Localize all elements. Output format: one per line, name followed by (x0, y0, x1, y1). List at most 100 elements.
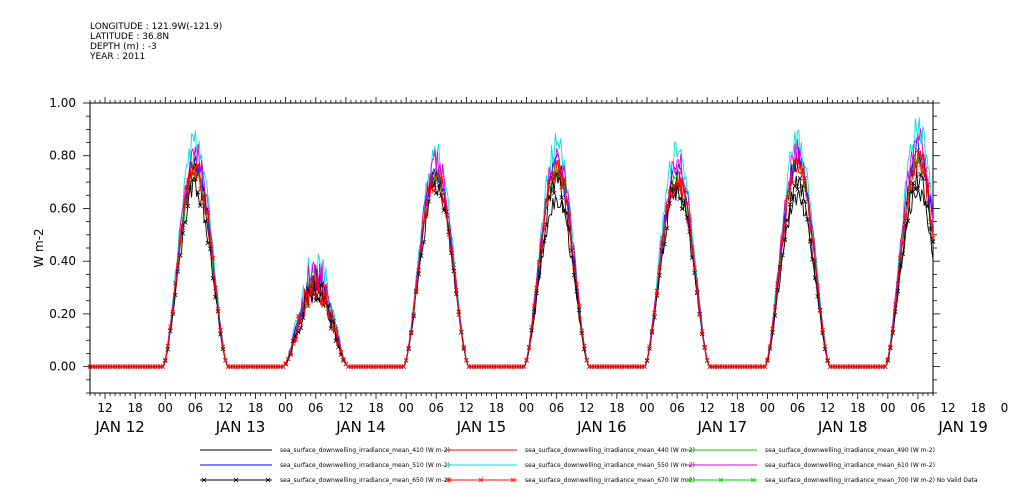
legend-label: sea_surface_downwelling_irradiance_mean_… (280, 462, 450, 469)
x-tick-label: 18 (971, 401, 986, 415)
series-marker (770, 330, 775, 335)
series-marker (534, 285, 539, 291)
series-marker (459, 330, 464, 335)
series-marker (438, 175, 444, 181)
series-marker (674, 182, 680, 187)
y-tick-label: 1.00 (49, 96, 76, 110)
y-tick-label: 0.00 (49, 360, 76, 374)
x-tick-label: 00 (880, 401, 895, 415)
legend-marker (718, 477, 724, 483)
year-text: YEAR : 2011 (90, 52, 146, 62)
series-marker (642, 364, 647, 369)
x-day-label: JAN 18 (817, 418, 868, 436)
series-marker (694, 289, 700, 295)
series-marker (918, 162, 923, 167)
series-marker (443, 205, 449, 211)
series-marker (323, 283, 329, 288)
series-marker (303, 291, 309, 296)
series-line (90, 138, 934, 368)
series-marker (795, 160, 800, 166)
series-marker (183, 195, 188, 201)
series-marker (913, 187, 918, 192)
series-marker (213, 285, 218, 291)
series-marker (782, 237, 788, 242)
series-marker (785, 194, 790, 200)
series-marker (549, 186, 554, 192)
series-marker (792, 183, 798, 189)
series-marker (456, 312, 462, 317)
series-marker (526, 345, 532, 350)
x-tick-label: 06 (429, 401, 444, 415)
series-marker (692, 265, 697, 271)
series-marker (305, 303, 311, 309)
series-marker (449, 247, 454, 252)
series-marker (657, 265, 662, 270)
series-marker (898, 255, 903, 261)
x-day-label: JAN 19 (937, 418, 988, 436)
series-marker (915, 147, 921, 153)
series-marker (923, 167, 928, 172)
x-tick-label: 06 (910, 401, 925, 415)
series-marker (908, 185, 913, 191)
series-marker (285, 356, 291, 362)
legend-marker (265, 477, 271, 483)
series-marker (822, 344, 828, 349)
series-marker (910, 168, 916, 174)
series-marker (541, 226, 547, 232)
series-marker (890, 326, 896, 331)
series-marker (300, 308, 306, 313)
series-marker (416, 267, 421, 273)
series-marker (802, 176, 808, 181)
x-tick-label: 18 (730, 401, 745, 415)
series-marker (905, 201, 911, 206)
series-marker (188, 184, 193, 190)
series-marker (689, 245, 695, 250)
series-marker (524, 357, 529, 363)
series-marker (920, 154, 926, 160)
series-marker (687, 217, 692, 223)
series-marker (198, 186, 203, 192)
series-marker (451, 268, 457, 274)
x-tick-label: 12 (940, 401, 955, 415)
legend-label: sea_surface_downwelling_irradiance_mean_… (280, 477, 450, 484)
series-marker (817, 308, 823, 313)
series-marker (910, 180, 916, 186)
x-day-label: JAN 15 (456, 418, 507, 436)
series-marker (787, 202, 793, 207)
series-marker (451, 262, 457, 267)
series-marker (815, 283, 820, 289)
series-marker (544, 198, 549, 203)
y-axis-label: W m-2 (32, 228, 46, 267)
series-marker (441, 196, 447, 202)
series-marker (903, 213, 908, 219)
series-marker (175, 263, 181, 268)
series-marker (210, 255, 216, 261)
series-marker (925, 182, 931, 188)
series-marker (200, 196, 206, 202)
series-marker (188, 175, 193, 180)
series-marker (667, 189, 672, 194)
series-marker (654, 288, 660, 294)
x-tick-label: 18 (248, 401, 263, 415)
series-marker (220, 344, 226, 350)
series-marker (298, 325, 304, 331)
series-marker (421, 239, 426, 245)
x-tick-label: 06 (308, 401, 323, 415)
series-marker (664, 225, 670, 231)
series-marker (403, 358, 409, 363)
series-marker (677, 196, 682, 202)
series-marker (805, 194, 810, 199)
series-marker (338, 349, 344, 355)
series-marker (905, 218, 911, 224)
series-marker (175, 269, 181, 274)
x-tick-label: 18 (368, 401, 383, 415)
series-marker (313, 294, 319, 299)
series-marker (807, 226, 813, 231)
series-marker (885, 357, 891, 362)
series-marker (775, 287, 780, 293)
legend-label: sea_surface_downwelling_irradiance_mean_… (765, 447, 935, 454)
legend-marker (446, 477, 452, 483)
series-marker (454, 287, 459, 293)
legend-label: sea_surface_downwelling_irradiance_mean_… (525, 462, 695, 469)
series-marker (178, 239, 183, 245)
